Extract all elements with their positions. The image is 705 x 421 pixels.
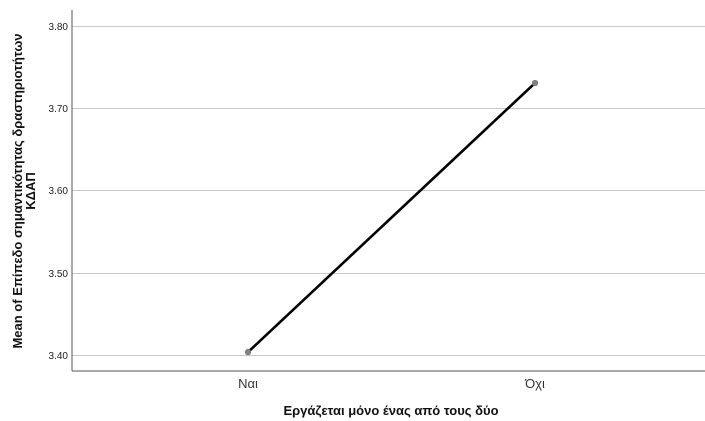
data-point bbox=[244, 348, 252, 356]
data-point bbox=[531, 79, 539, 87]
x-tick-label: Ναι bbox=[238, 376, 258, 391]
axes bbox=[71, 10, 705, 372]
y-tick-label: 3.50 bbox=[49, 269, 69, 280]
y-tick-label: 3.60 bbox=[49, 186, 69, 197]
series bbox=[244, 79, 539, 356]
y-axis-title-line-1: Mean of Επίπεδο σημαντικότητας δραστηριο… bbox=[10, 33, 25, 348]
x-tick-labels: Ναι Όχι bbox=[238, 376, 545, 391]
y-tick-label: 3.40 bbox=[49, 351, 69, 362]
y-tick-label: 3.80 bbox=[49, 22, 69, 33]
x-tick-label: Όχι bbox=[524, 376, 545, 391]
y-tick-labels: 3.40 3.50 3.60 3.70 3.80 bbox=[49, 22, 69, 362]
gridlines bbox=[72, 26, 705, 356]
series-line bbox=[246, 81, 537, 354]
x-axis-title: Εργάζεται μόνο ένας από τους δύο bbox=[283, 403, 498, 418]
y-axis-title-line-2: ΚΔΑΠ bbox=[23, 172, 38, 210]
y-axis-title: Mean of Επίπεδο σημαντικότητας δραστηριο… bbox=[10, 33, 38, 348]
y-tick-label: 3.70 bbox=[49, 104, 69, 115]
